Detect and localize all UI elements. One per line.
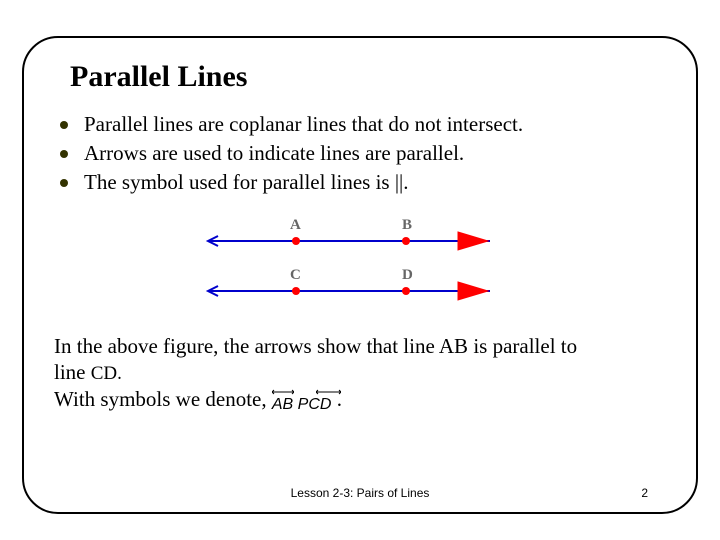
- footer-text: Lesson 2-3: Pairs of Lines: [24, 486, 696, 500]
- caption-line3a: With symbols we denote,: [54, 387, 272, 411]
- bullet-text: Arrows are used to indicate lines are pa…: [84, 141, 464, 166]
- caption-line1: In the above figure, the arrows show tha…: [54, 334, 577, 358]
- bullet-icon: [60, 150, 68, 158]
- list-item: Parallel lines are coplanar lines that d…: [60, 112, 668, 137]
- bullet-list: Parallel lines are coplanar lines that d…: [60, 112, 668, 195]
- line-arrow-icon: [272, 389, 294, 395]
- list-item: Arrows are used to indicate lines are pa…: [60, 141, 668, 166]
- caption-line2a: line: [54, 360, 91, 384]
- bullet-icon: [60, 179, 68, 187]
- slide-frame: Parallel Lines Parallel lines are coplan…: [22, 36, 698, 514]
- svg-text:C: C: [290, 267, 301, 283]
- bullet-text: The symbol used for parallel lines is ||…: [84, 170, 409, 195]
- notation-cd: CD: [308, 396, 331, 413]
- bullet-text: Parallel lines are coplanar lines that d…: [84, 112, 523, 137]
- notation-ab: AB: [272, 396, 293, 413]
- svg-text:A: A: [290, 217, 301, 233]
- diagram-svg: A B C D: [200, 209, 520, 319]
- slide-title: Parallel Lines: [70, 60, 668, 94]
- svg-text:B: B: [402, 217, 412, 233]
- parallel-lines-diagram: A B C D: [52, 209, 668, 319]
- svg-text:D: D: [402, 267, 413, 283]
- notation-mid: P: [293, 396, 308, 413]
- line-arrow-icon: [316, 389, 341, 395]
- caption-block: In the above figure, the arrows show tha…: [54, 333, 668, 415]
- parallel-notation: AB PCD: [272, 387, 332, 415]
- bullet-icon: [60, 121, 68, 129]
- page-number: 2: [641, 486, 648, 500]
- caption-line2b: CD.: [91, 363, 122, 384]
- list-item: The symbol used for parallel lines is ||…: [60, 170, 668, 195]
